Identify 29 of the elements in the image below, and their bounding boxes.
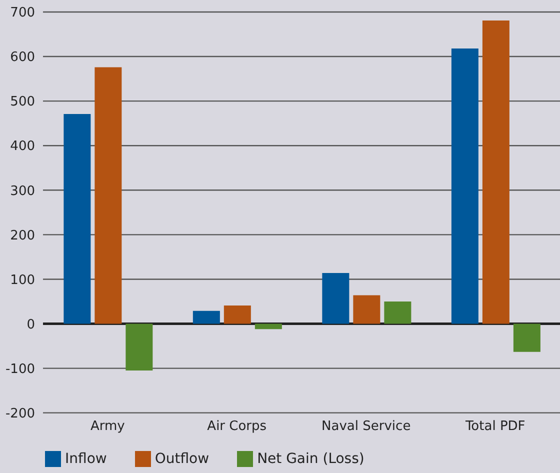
bar bbox=[322, 272, 350, 324]
legend-label: Net Gain (Loss) bbox=[257, 450, 364, 467]
y-tick-label: 500 bbox=[10, 94, 35, 110]
bar bbox=[126, 324, 153, 371]
y-tick-label: 400 bbox=[10, 139, 35, 154]
x-tick-label: Total PDF bbox=[464, 419, 526, 434]
y-tick-label: 100 bbox=[10, 272, 35, 288]
x-tick-label: Army bbox=[90, 419, 126, 434]
y-tick-label: -100 bbox=[5, 362, 35, 377]
bar bbox=[224, 305, 251, 324]
y-tick-label: 600 bbox=[10, 50, 35, 66]
legend-label: Outflow bbox=[154, 450, 210, 467]
bar bbox=[254, 324, 282, 330]
bar bbox=[384, 301, 412, 324]
bar bbox=[64, 114, 91, 324]
y-tick-label: -200 bbox=[5, 406, 35, 422]
y-tick-label: 0 bbox=[26, 317, 35, 332]
y-tick-label: 200 bbox=[10, 228, 35, 244]
bar bbox=[192, 310, 220, 324]
y-tick-label: 700 bbox=[10, 6, 35, 21]
bar bbox=[94, 67, 122, 324]
bar bbox=[451, 48, 478, 324]
bar bbox=[513, 324, 540, 352]
bar bbox=[482, 20, 510, 324]
bar bbox=[353, 295, 380, 324]
y-tick-label: 300 bbox=[10, 184, 35, 199]
legend-label: Inflow bbox=[65, 450, 107, 467]
x-tick-label: Naval Service bbox=[322, 419, 411, 434]
x-tick-label: Air Corps bbox=[207, 419, 267, 434]
